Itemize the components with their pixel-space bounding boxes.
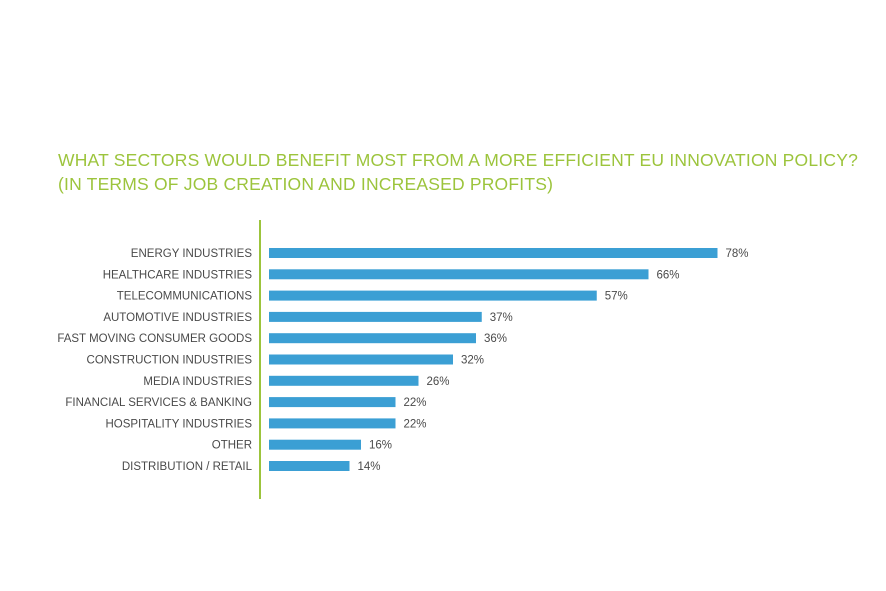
bar bbox=[269, 439, 361, 450]
value-label: 16% bbox=[369, 440, 392, 452]
category-label: TELECOMMUNICATIONS bbox=[117, 291, 253, 303]
bar bbox=[269, 269, 649, 280]
category-label: ENERGY INDUSTRIES bbox=[131, 248, 253, 260]
category-label: HEALTHCARE INDUSTRIES bbox=[103, 269, 253, 281]
category-label: FAST MOVING CONSUMER GOODS bbox=[57, 333, 252, 345]
category-label: OTHER bbox=[212, 440, 252, 452]
chart-title: WHAT SECTORS WOULD BENEFIT MOST FROM A M… bbox=[58, 148, 858, 196]
category-label: HOSPITALITY INDUSTRIES bbox=[105, 418, 252, 430]
bar bbox=[269, 333, 476, 344]
value-label: 57% bbox=[605, 291, 628, 303]
value-label: 22% bbox=[404, 397, 427, 409]
category-label: MEDIA INDUSTRIES bbox=[143, 376, 252, 388]
bar bbox=[269, 418, 396, 429]
value-label: 32% bbox=[461, 355, 484, 367]
value-label: 37% bbox=[490, 312, 513, 324]
value-label: 78% bbox=[726, 248, 749, 260]
value-label: 66% bbox=[657, 269, 680, 281]
category-label: AUTOMOTIVE INDUSTRIES bbox=[103, 312, 252, 324]
category-label: DISTRIBUTION / RETAIL bbox=[122, 461, 253, 473]
value-label: 26% bbox=[427, 376, 450, 388]
bar bbox=[269, 354, 453, 365]
bar bbox=[269, 290, 597, 301]
value-label: 14% bbox=[358, 461, 381, 473]
bar-chart-plot: ENERGY INDUSTRIES 78% HEALTHCARE INDUSTRIE… bbox=[57, 220, 749, 499]
chart-title-line-1: WHAT SECTORS WOULD BENEFIT MOST FROM A M… bbox=[58, 150, 859, 170]
bar bbox=[269, 397, 396, 408]
bar bbox=[269, 311, 482, 322]
bar bbox=[269, 461, 350, 471]
bar bbox=[269, 248, 718, 258]
value-label: 22% bbox=[404, 418, 427, 430]
value-label: 36% bbox=[484, 333, 507, 345]
category-label: CONSTRUCTION INDUSTRIES bbox=[87, 355, 253, 367]
category-label: FINANCIAL SERVICES & BANKING bbox=[65, 397, 252, 409]
bar bbox=[269, 375, 419, 386]
chart-title-line-2: (IN TERMS OF JOB CREATION AND INCREASED … bbox=[58, 174, 554, 194]
